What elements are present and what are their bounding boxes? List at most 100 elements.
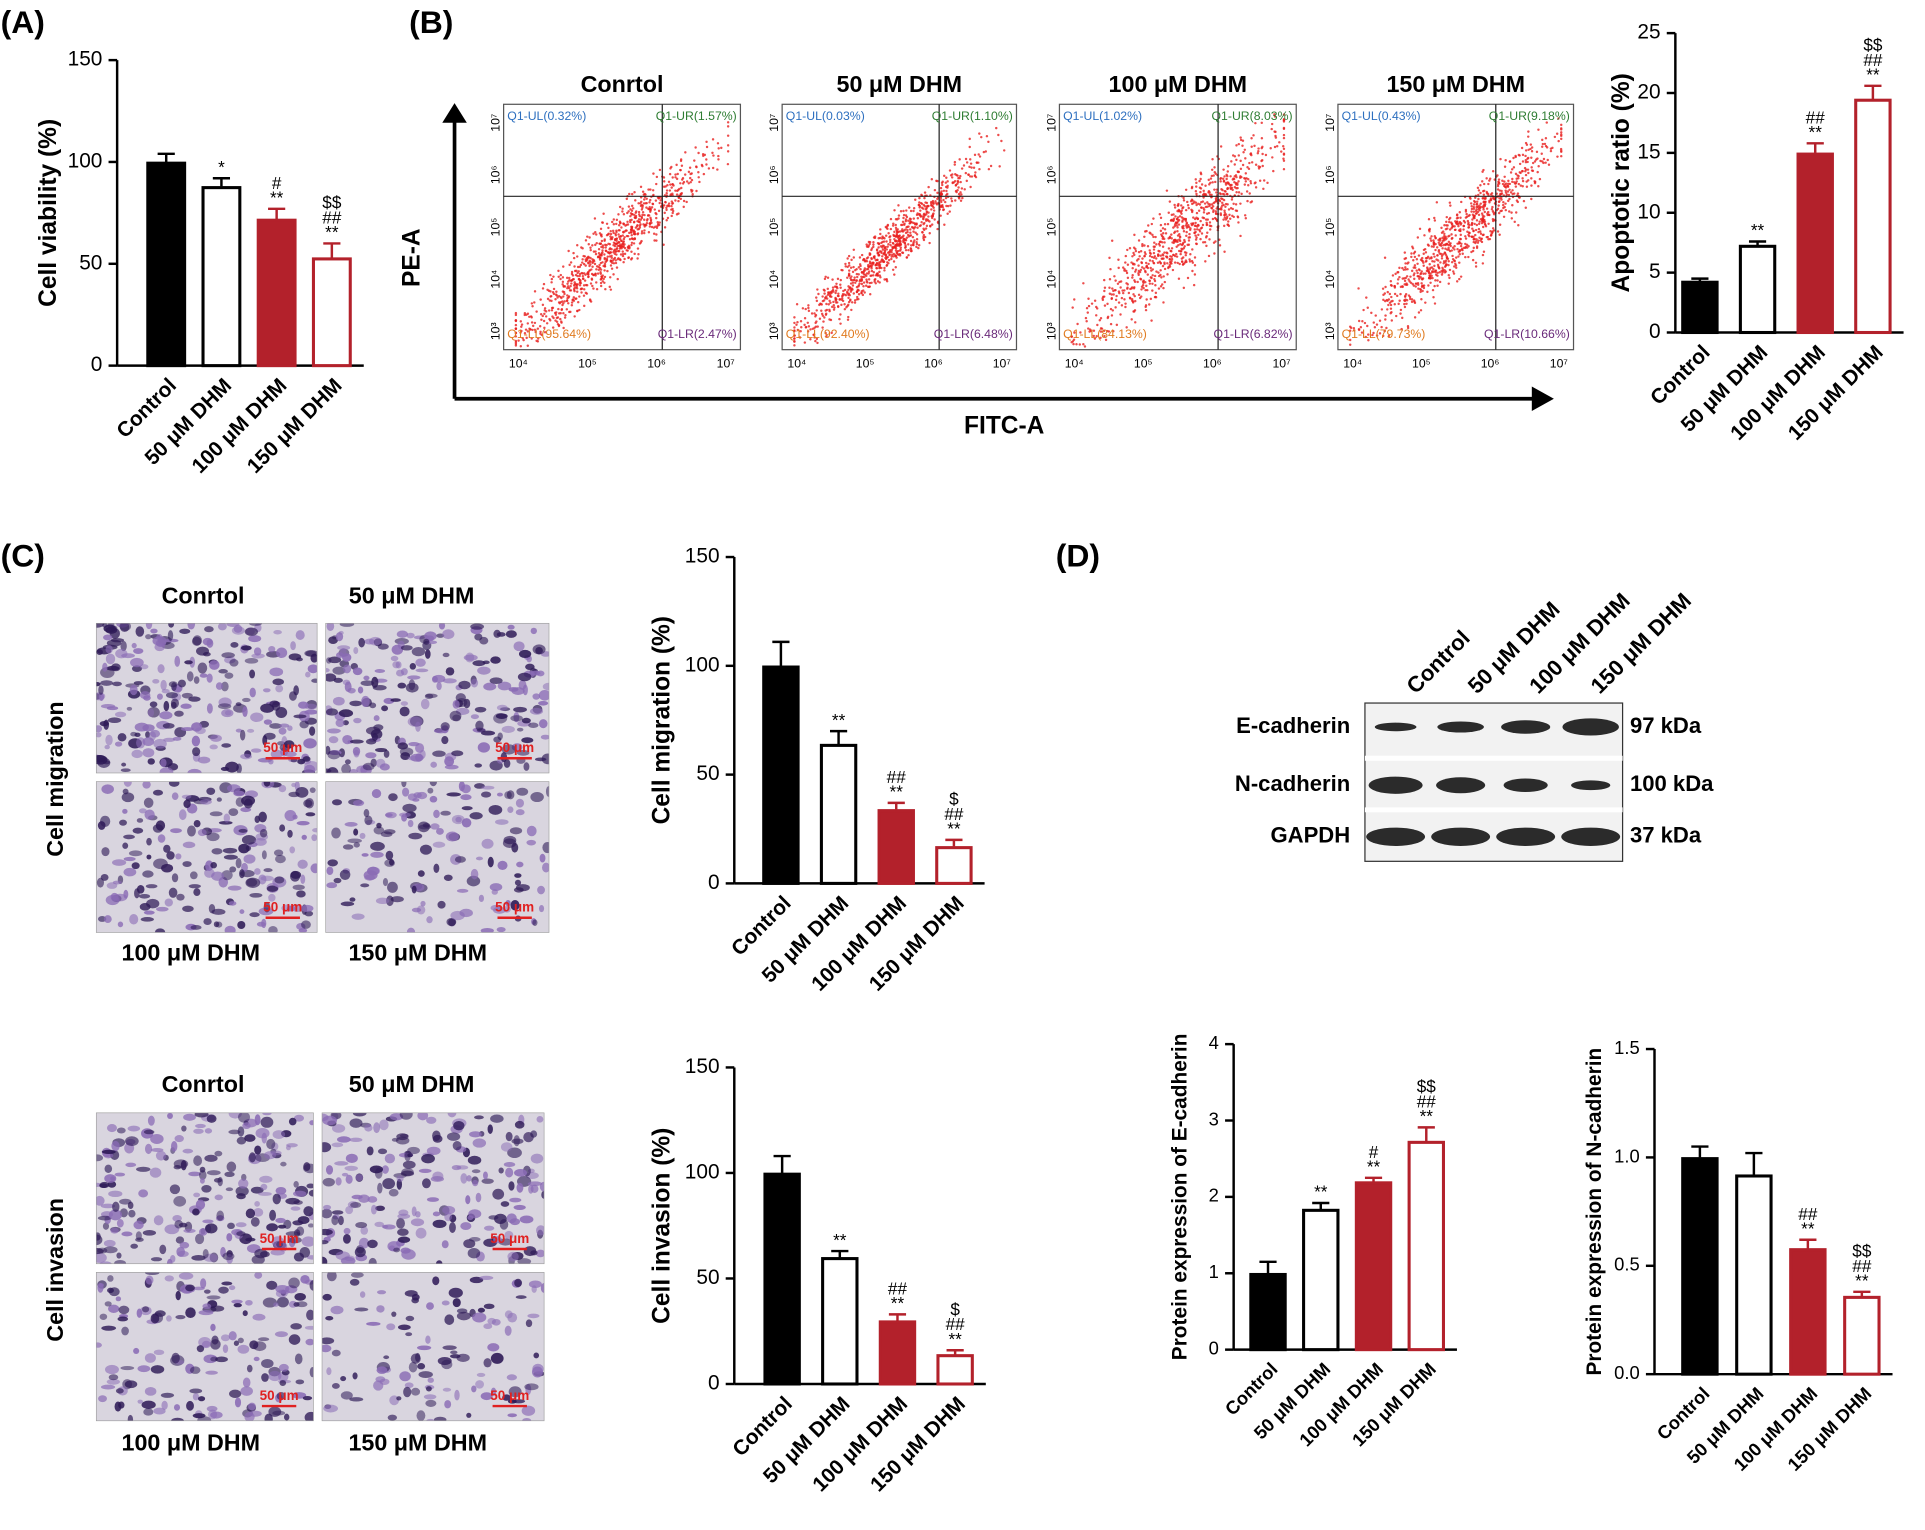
event-dot [535, 310, 538, 313]
event-dot [1398, 266, 1401, 270]
event-dot [1194, 178, 1197, 181]
event-dot [705, 145, 709, 149]
event-dot [598, 253, 602, 257]
event-dot [589, 282, 593, 285]
event-dot [630, 204, 634, 208]
event-dot [1485, 207, 1489, 210]
event-dot [581, 258, 584, 261]
significance: ## [888, 1278, 908, 1298]
event-dot [1482, 206, 1485, 209]
event-dot [836, 277, 840, 281]
event-dot [1219, 145, 1223, 148]
event-dot [1474, 233, 1477, 237]
event-dot [1161, 253, 1164, 256]
cell [187, 623, 196, 630]
event-dot [1143, 255, 1146, 258]
event-dot [1504, 189, 1507, 192]
event-dot [870, 248, 873, 252]
event-dot [1512, 166, 1516, 169]
cell [293, 1181, 299, 1188]
significance: ** [1801, 1219, 1815, 1239]
event-dot [622, 260, 625, 264]
event-dot [1475, 246, 1479, 250]
event-dot [615, 266, 619, 269]
event-dot [835, 301, 838, 304]
event-dot [886, 224, 889, 228]
event-dot [1511, 192, 1514, 196]
cell [266, 885, 279, 892]
event-dot [617, 224, 621, 227]
event-dot [1157, 249, 1160, 253]
event-dot [640, 232, 644, 235]
cell [199, 799, 212, 805]
event-dot [1529, 143, 1533, 146]
cell [288, 1117, 297, 1126]
event-dot [654, 199, 658, 202]
cell [224, 672, 234, 679]
event-dot [948, 169, 952, 172]
event-dot [1213, 252, 1216, 255]
event-dot [1152, 235, 1155, 239]
event-dot [1169, 261, 1172, 265]
event-dot [815, 309, 818, 312]
event-dot [1365, 296, 1368, 299]
event-dot [1085, 319, 1088, 323]
cell [130, 1243, 138, 1249]
cell [111, 663, 121, 672]
event-dot [630, 227, 633, 231]
event-dot [568, 276, 571, 280]
event-dot [1151, 233, 1154, 237]
event-dot [643, 198, 646, 201]
cell [497, 681, 512, 691]
event-dot [1176, 226, 1179, 229]
event-dot [671, 192, 674, 195]
event-dot [1462, 228, 1465, 231]
cell [123, 867, 137, 877]
event-dot [1448, 276, 1451, 280]
cell [103, 1239, 116, 1247]
y-tick-label: 5 [1649, 260, 1661, 283]
event-dot [907, 225, 910, 228]
event-dot [974, 175, 978, 179]
event-dot [907, 219, 910, 222]
event-dot [1117, 290, 1121, 293]
event-dot [825, 308, 829, 312]
event-dot [918, 196, 921, 200]
event-dot [1459, 237, 1462, 241]
cell [255, 1128, 270, 1139]
event-dot [1467, 255, 1470, 259]
event-dot [555, 316, 559, 320]
event-dot [601, 249, 604, 252]
cell [363, 675, 370, 681]
event-dot [1450, 233, 1453, 236]
event-dot [1282, 133, 1286, 137]
cell [96, 725, 103, 733]
event-dot [857, 273, 860, 276]
event-dot [1154, 291, 1158, 295]
event-dot [1157, 287, 1161, 290]
event-dot [562, 265, 565, 268]
event-dot [887, 243, 890, 246]
event-dot [717, 158, 720, 161]
event-dot [1388, 301, 1392, 305]
event-dot [1512, 156, 1515, 160]
event-dot [1393, 303, 1396, 306]
cell [287, 829, 293, 838]
event-dot [525, 336, 528, 340]
cell [187, 768, 202, 773]
cell [460, 794, 472, 801]
event-dot [1247, 184, 1250, 187]
flow-y-tick: 10⁷ [1323, 114, 1337, 132]
event-dot [1281, 145, 1285, 148]
significance: ## [322, 207, 342, 227]
event-dot [575, 297, 578, 300]
cell [445, 667, 455, 676]
event-dot [615, 229, 618, 233]
cell [201, 1184, 212, 1193]
cell [362, 762, 375, 771]
event-dot [885, 264, 888, 267]
event-dot [954, 184, 958, 187]
event-dot [726, 125, 730, 128]
event-dot [1526, 168, 1530, 171]
event-dot [675, 213, 679, 216]
